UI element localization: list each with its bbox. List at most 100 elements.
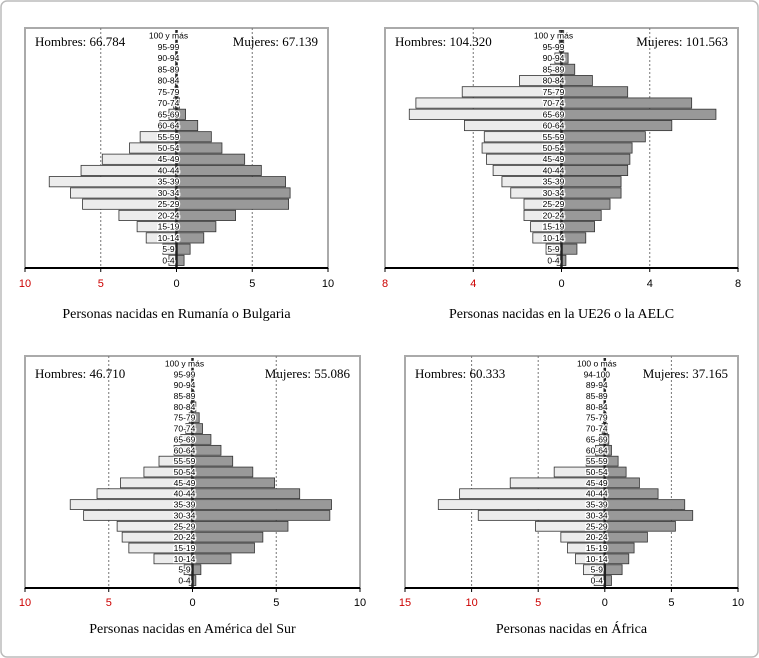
category-label: 94-100 (584, 369, 611, 379)
category-label: 55-59 (174, 456, 196, 466)
series-label: Mujeres: 67.139 (233, 34, 318, 49)
x-tick-label: 5 (535, 597, 541, 609)
bar (176, 232, 205, 244)
bar (561, 198, 611, 210)
category-label: 70-74 (586, 424, 608, 434)
bar (561, 131, 646, 143)
category-label: 30-34 (174, 510, 196, 520)
bar (176, 164, 262, 176)
chart-caption: Personas nacidas en Rumanía o Bulgaria (62, 307, 291, 322)
x-tick-label: 8 (382, 278, 388, 290)
category-label: 95-99 (158, 42, 180, 52)
category-label: 45-49 (586, 478, 608, 488)
bar (561, 243, 578, 255)
bar (408, 108, 562, 120)
category-label: 15-19 (586, 543, 608, 553)
category-label: 0-4 (178, 576, 191, 586)
x-tick-label: 10 (465, 597, 477, 609)
category-label: 10-14 (543, 233, 565, 243)
bar (192, 510, 331, 521)
category-label: 45-49 (543, 154, 565, 164)
category-label: 55-59 (586, 456, 608, 466)
category-label: 40-44 (543, 165, 565, 175)
series-label: Mujeres: 37.165 (643, 366, 728, 381)
x-tick-label: 10 (19, 278, 31, 290)
bar (176, 243, 191, 255)
category-label: 100 y más (149, 31, 188, 41)
x-tick-label: 5 (273, 597, 279, 609)
bar (604, 520, 676, 532)
bar (176, 187, 291, 199)
bar (176, 120, 199, 132)
category-label: 100 o más (577, 358, 617, 368)
bar (192, 531, 264, 543)
x-tick-label: 0 (602, 597, 608, 609)
category-label: 75-79 (158, 87, 180, 97)
category-label: 65-69 (158, 109, 180, 119)
x-tick-label: 5 (106, 597, 112, 609)
bar (192, 542, 255, 554)
category-label: 90-94 (543, 53, 565, 63)
bar (192, 553, 232, 565)
bar (176, 142, 223, 154)
category-label: 65-69 (174, 434, 196, 444)
category-label: 35-39 (174, 500, 196, 510)
bar (604, 466, 627, 478)
category-label: 85-89 (174, 391, 196, 401)
category-label: 5-9 (162, 244, 175, 254)
category-label: 0-4 (547, 255, 560, 265)
series-label: Hombres: 104.320 (395, 34, 492, 49)
category-label: 100 y más (165, 358, 204, 368)
category-label: 40-44 (586, 489, 608, 499)
category-label: 95-99 (174, 369, 196, 379)
category-label: 95-99 (543, 42, 565, 52)
category-label: 20-24 (543, 210, 565, 220)
category-label: 15-19 (543, 222, 565, 232)
bar (192, 477, 275, 489)
bar (604, 564, 623, 576)
series-label: Hombres: 66.784 (35, 34, 126, 49)
bar (437, 499, 606, 510)
bar (561, 97, 693, 109)
bar (561, 142, 633, 154)
category-label: 20-24 (174, 532, 196, 542)
bar (192, 455, 234, 467)
bar (561, 108, 717, 120)
bar (561, 232, 587, 244)
category-label: 35-39 (543, 177, 565, 187)
x-tick-label: 5 (98, 278, 104, 290)
category-label: 0-4 (591, 576, 604, 586)
category-label: 40-44 (174, 489, 196, 499)
bar (561, 221, 595, 233)
bar (561, 120, 673, 132)
category-label: 15-19 (174, 543, 196, 553)
category-label: 30-34 (586, 510, 608, 520)
bar (604, 510, 694, 521)
category-label: 85-89 (543, 64, 565, 74)
bar (176, 221, 217, 233)
bar (176, 131, 212, 143)
category-label: 25-29 (174, 521, 196, 531)
x-tick-label: 8 (735, 278, 741, 290)
x-tick-label: 0 (558, 278, 564, 290)
category-label: 50-54 (158, 143, 180, 153)
bar (604, 499, 686, 510)
category-label: 30-34 (158, 188, 180, 198)
category-label: 45-49 (158, 154, 180, 164)
category-label: 60-64 (586, 445, 608, 455)
bar (604, 488, 659, 500)
category-label: 25-29 (586, 521, 608, 531)
x-tick-label: 10 (354, 597, 366, 609)
bar (192, 499, 332, 510)
bar (192, 444, 222, 456)
category-label: 50-54 (174, 467, 196, 477)
x-tick-label: 15 (399, 597, 411, 609)
category-label: 10-14 (158, 233, 180, 243)
category-label: 60-64 (174, 445, 196, 455)
category-label: 60-64 (543, 121, 565, 131)
category-label: 80-84 (174, 402, 196, 412)
bar (176, 209, 236, 221)
x-tick-label: 5 (668, 597, 674, 609)
bar (604, 531, 648, 543)
category-label: 65-69 (543, 109, 565, 119)
